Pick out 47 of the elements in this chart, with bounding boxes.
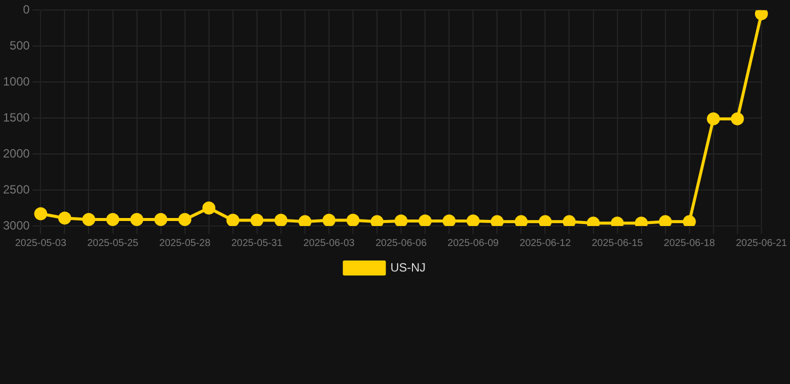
- point: [490, 215, 504, 226]
- point: [682, 215, 696, 226]
- point: [514, 215, 528, 226]
- point: [226, 214, 240, 226]
- point: [322, 214, 336, 226]
- point: [34, 207, 48, 220]
- point: [346, 214, 360, 226]
- point: [82, 213, 96, 226]
- point: [370, 215, 384, 226]
- x-tick-label: 2025-05-31: [231, 238, 283, 249]
- point: [130, 213, 144, 226]
- point: [466, 214, 480, 226]
- point: [250, 214, 264, 226]
- point: [298, 215, 312, 226]
- x-tick-label: 2025-06-06: [375, 238, 428, 249]
- legend-label: US-NJ: [390, 260, 426, 274]
- x-tick-label: 2025-05-03: [15, 238, 67, 249]
- y-tick-label: 1500: [2, 110, 30, 124]
- point: [754, 10, 768, 20]
- x-tick-label: 2025-05-25: [87, 238, 139, 249]
- point: [274, 214, 288, 226]
- point: [394, 214, 408, 226]
- point: [178, 213, 192, 226]
- y-tick-label: 2500: [2, 182, 30, 196]
- point: [202, 202, 216, 215]
- y-tick-label: 0: [23, 2, 30, 17]
- x-tick-label: 2025-06-18: [664, 238, 716, 249]
- x-tick-label: 2025-05-28: [159, 238, 211, 249]
- point: [538, 215, 552, 226]
- y-tick-label: 2000: [2, 146, 30, 160]
- point: [58, 212, 72, 225]
- point: [562, 215, 576, 226]
- x-tick-label: 2025-06-12: [520, 238, 572, 249]
- point: [106, 213, 120, 226]
- y-tick-label: 1000: [2, 74, 30, 88]
- x-tick-label: 2025-06-15: [592, 238, 644, 249]
- point: [442, 214, 456, 226]
- point: [154, 213, 168, 226]
- x-tick-label: 2025-06-03: [303, 238, 355, 249]
- point: [730, 112, 744, 126]
- y-tick-label: 3000: [2, 218, 30, 232]
- point: [706, 112, 720, 126]
- point: [658, 215, 672, 226]
- x-tick-label: 2025-06-09: [448, 238, 500, 249]
- x-tick-label: 2025-06-21: [736, 238, 788, 249]
- y-tick-label: 500: [10, 38, 30, 52]
- point: [418, 214, 432, 226]
